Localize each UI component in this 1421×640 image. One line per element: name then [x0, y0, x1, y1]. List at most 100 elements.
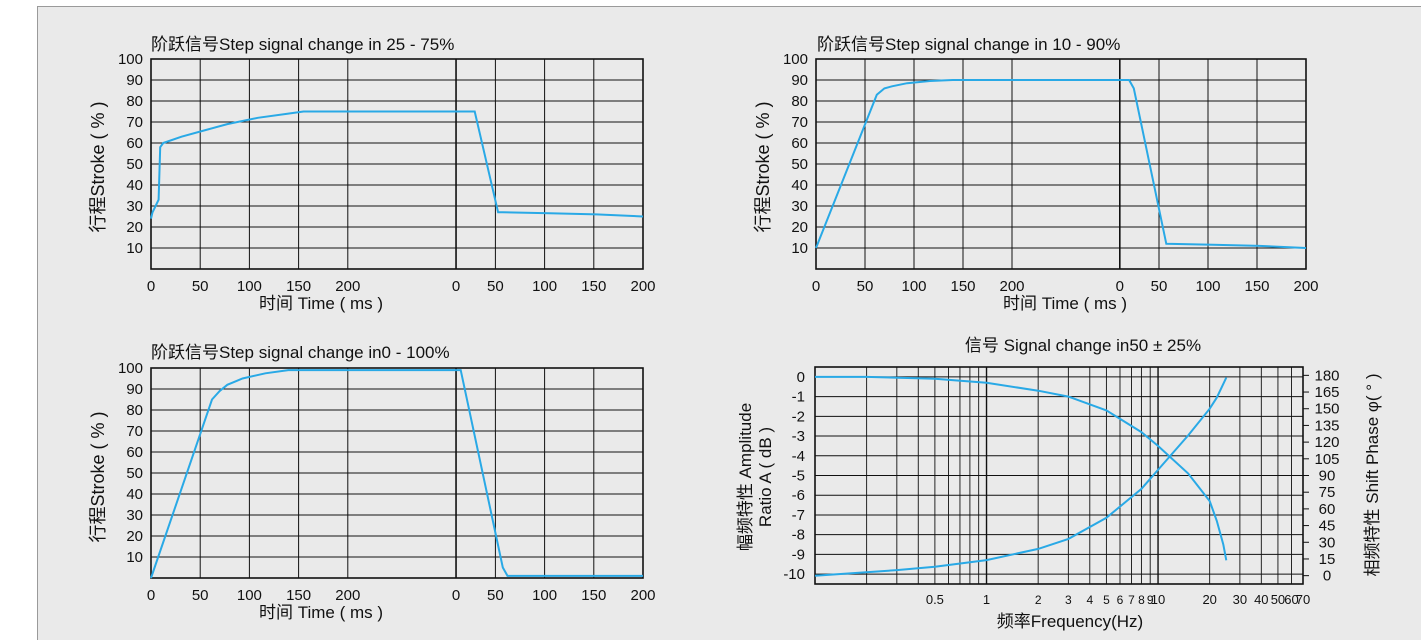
y-tick-label: -2 [792, 408, 805, 425]
y-tick-label: 50 [126, 156, 143, 173]
y-tick-label: 30 [791, 198, 808, 215]
y-tick-label: -6 [792, 487, 805, 504]
y-tick-label: 60 [126, 135, 143, 152]
y-tick-label: 0 [797, 369, 805, 386]
y-tick-label: 30 [126, 507, 143, 524]
x-tick-label: 100 [532, 587, 557, 604]
y2-tick-label: 120 [1314, 434, 1339, 451]
y-tick-label: 80 [126, 402, 143, 419]
chart-title: 阶跃信号Step signal change in0 - 100% [151, 343, 450, 362]
y-tick-label: -1 [792, 389, 805, 406]
x-tick-label: 30 [1233, 592, 1247, 607]
x-tick-label: 0 [452, 278, 460, 295]
x-tick-label: 200 [630, 278, 655, 295]
x-tick-label: 0 [147, 278, 155, 295]
y-tick-label: -5 [792, 468, 805, 485]
x-tick-label: 200 [335, 587, 360, 604]
y-tick-label: 100 [118, 51, 143, 68]
y-tick-label: 50 [126, 465, 143, 482]
x-tick-label: 0 [1116, 278, 1124, 295]
x-tick-label: 10 [1151, 592, 1165, 607]
x-tick-label: 20 [1202, 592, 1216, 607]
x-tick-label: 2 [1035, 593, 1042, 607]
y-tick-label: 80 [126, 93, 143, 110]
y2-tick-label: 75 [1319, 484, 1336, 501]
y2-tick-label: 165 [1314, 384, 1339, 401]
y-tick-label: -3 [792, 428, 805, 445]
y-tick-label: 90 [126, 72, 143, 89]
y-tick-label: 20 [791, 219, 808, 236]
x-axis-label: 时间 Time ( ms ) [1003, 294, 1127, 313]
y-tick-label: 100 [118, 360, 143, 377]
y-tick-label: -7 [792, 507, 805, 524]
x-tick-label: 100 [901, 278, 926, 295]
x-axis-label: 频率Frequency(Hz) [997, 612, 1143, 631]
x-tick-label: 7 [1128, 593, 1135, 607]
y-tick-label: 10 [126, 549, 143, 566]
chart-title: 信号 Signal change in50 ± 25% [965, 336, 1201, 355]
y2-tick-label: 90 [1319, 468, 1336, 485]
x-tick-label: 8 [1138, 593, 1145, 607]
y-tick-label: 90 [126, 381, 143, 398]
y-tick-label: 40 [791, 177, 808, 194]
x-axis-label: 时间 Time ( ms ) [259, 603, 383, 622]
plot-area: 10 20 30 40 50 60 70 80 90 100 0 50 100 150 200 0 50 100 1… [118, 360, 656, 604]
x-tick-label: 0 [452, 587, 460, 604]
y-tick-label: 80 [791, 93, 808, 110]
y-tick-label: 40 [126, 177, 143, 194]
x-tick-label: 100 [237, 587, 262, 604]
y-tick-label: 20 [126, 219, 143, 236]
x-tick-label: 50 [857, 278, 874, 295]
x-tick-label: 50 [1151, 278, 1168, 295]
y-tick-label: -4 [792, 448, 805, 465]
x-tick-label: 50 [192, 278, 209, 295]
series-line [815, 79, 1120, 249]
x-tick-label: 150 [581, 278, 606, 295]
y2-tick-label: 0 [1323, 568, 1331, 585]
x-tick-label: 9 [1147, 593, 1154, 607]
y-tick-label: -8 [792, 527, 805, 544]
y2-tick-label: 30 [1319, 534, 1336, 551]
y-axis-label: 幅频特性 AmplitudeRatio A ( dB ) [736, 403, 775, 551]
y2-tick-label: 15 [1319, 551, 1336, 568]
x-tick-label: 200 [1293, 278, 1318, 295]
x-tick-label: 100 [237, 278, 262, 295]
series-line [456, 369, 643, 577]
y2-tick-label: 180 [1314, 367, 1339, 384]
x-tick-label: 1 [983, 592, 990, 607]
plot-area: 0-1-2-3-4-5-6-7-8-9-10180165150135120105… [783, 366, 1340, 607]
y-tick-label: 60 [126, 444, 143, 461]
y-tick-label: 30 [126, 198, 143, 215]
y2-tick-label: 60 [1319, 501, 1336, 518]
y-tick-label: 70 [126, 423, 143, 440]
y-tick-label: -9 [792, 546, 805, 563]
x-tick-label: 3 [1065, 593, 1072, 607]
y-tick-label: 50 [791, 156, 808, 173]
plot-area: 10 20 30 40 50 60 70 80 90 100 0 50 100 150 200 0 50 100 1… [118, 51, 656, 295]
x-tick-label: 150 [950, 278, 975, 295]
x-tick-label: 200 [630, 587, 655, 604]
series-line-phase [814, 377, 1228, 577]
x-tick-label: 100 [1195, 278, 1220, 295]
x-tick-label: 5 [1103, 593, 1110, 607]
y-axis-label-line: Ratio A ( dB ) [756, 427, 775, 527]
x-tick-label: 70 [1296, 592, 1310, 607]
chart-step-25-75: 阶跃信号Step signal change in 25 - 75% 10 20 3… [88, 35, 656, 313]
x-tick-label: 50 [192, 587, 209, 604]
chart-frequency-response: 信号 Signal change in50 ± 25% 0 -1 -2 -3 -4 -5 -… [736, 336, 1382, 631]
series-line-amplitude [815, 375, 1228, 561]
x-tick-label: 50 [487, 278, 504, 295]
chart-step-10-90: 阶跃信号Step signal change in 10 - 90% 10 20 3… [753, 35, 1319, 313]
y2-axis-label: 相频特性 Shift Phase φ( ° ) [1363, 374, 1382, 577]
y2-tick-label: 150 [1314, 401, 1339, 418]
y-tick-label: 60 [791, 135, 808, 152]
y-tick-label: 40 [126, 486, 143, 503]
x-tick-label: 150 [286, 278, 311, 295]
series-line [456, 110, 644, 218]
x-axis-label: 时间 Time ( ms ) [259, 294, 383, 313]
y-axis-label: 行程Stroke ( % ) [88, 101, 108, 232]
y-tick-label: 70 [791, 114, 808, 131]
y2-tick-label: 45 [1319, 518, 1336, 535]
y-axis-label: 行程Stroke ( % ) [88, 411, 108, 542]
x-tick-label: 50 [1271, 592, 1285, 607]
